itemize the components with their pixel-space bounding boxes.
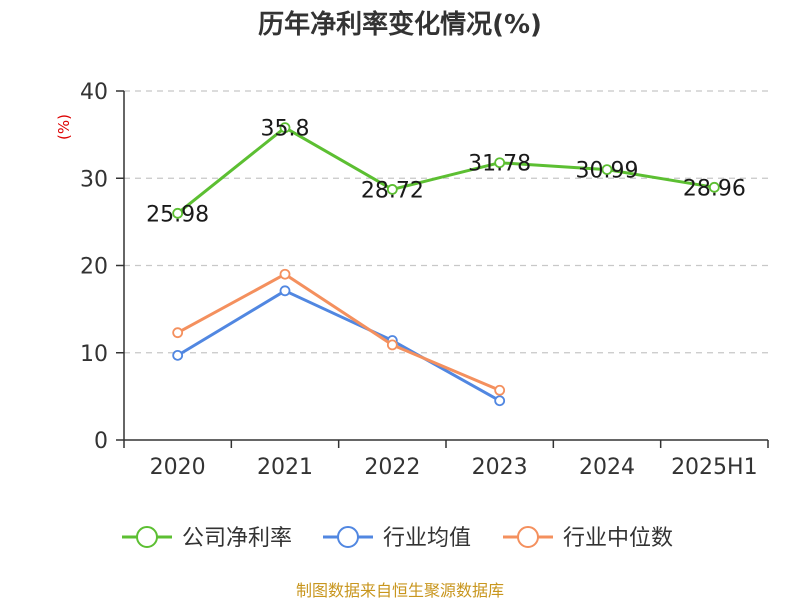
grid-lines bbox=[124, 90, 768, 354]
y-tick-label: 40 bbox=[80, 80, 108, 105]
data-point bbox=[279, 285, 291, 297]
chart-title: 历年净利率变化情况(%) bbox=[258, 9, 542, 40]
x-tick-label: 2023 bbox=[472, 455, 528, 480]
data-label: 25.98 bbox=[146, 202, 209, 227]
y-tick-label: 20 bbox=[80, 255, 108, 280]
legend-swatch-marker bbox=[136, 526, 158, 548]
x-tick-label: 2024 bbox=[579, 455, 635, 480]
legend-label: 行业均值 bbox=[383, 526, 471, 551]
legend-item-0[interactable]: 公司净利率 bbox=[122, 526, 292, 551]
legend-swatch-marker bbox=[337, 526, 359, 548]
y-tick-label: 10 bbox=[80, 342, 108, 367]
source-note: 制图数据来自恒生聚源数据库 bbox=[296, 581, 504, 600]
data-point bbox=[279, 268, 291, 280]
legend-label: 公司净利率 bbox=[182, 526, 292, 551]
data-point bbox=[494, 157, 506, 169]
data-label: 35.8 bbox=[261, 117, 310, 142]
data-point bbox=[172, 207, 184, 219]
y-tick-label: 0 bbox=[94, 429, 108, 454]
data-label: 28.96 bbox=[683, 176, 746, 201]
data-point bbox=[386, 339, 398, 351]
data-labels: 25.98 35.8 28.72 31.78 30.99 28.96 bbox=[146, 117, 746, 228]
legend[interactable]: 公司净利率 行业均值 行业中位数 bbox=[122, 526, 673, 551]
series-line-2 bbox=[176, 272, 501, 392]
y-tick-label: 30 bbox=[80, 167, 108, 192]
y-axis-unit: (%) bbox=[55, 114, 73, 140]
legend-label: 行业中位数 bbox=[563, 526, 673, 551]
data-point bbox=[386, 184, 398, 195]
x-tick-label: 2022 bbox=[364, 455, 420, 480]
data-label: 28.72 bbox=[361, 178, 424, 203]
x-tick-label: 2021 bbox=[257, 455, 313, 480]
data-point bbox=[708, 181, 720, 193]
data-point bbox=[601, 164, 613, 176]
x-tick-label: 2025H1 bbox=[671, 455, 758, 480]
series-line-1 bbox=[176, 289, 501, 403]
data-point bbox=[494, 384, 506, 396]
legend-item-1[interactable]: 行业均值 bbox=[323, 526, 471, 551]
data-point bbox=[279, 122, 291, 134]
legend-item-2[interactable]: 行业中位数 bbox=[503, 526, 673, 551]
data-point bbox=[494, 395, 506, 407]
legend-swatch-marker bbox=[517, 526, 539, 548]
data-point bbox=[172, 327, 184, 339]
data-point bbox=[172, 349, 184, 361]
data-label: 30.99 bbox=[576, 159, 639, 184]
x-tick-label: 2020 bbox=[150, 455, 206, 480]
axes: 0 10 20 30 40 2020 2021 2022 2023 2024 2025H1 bbox=[80, 80, 769, 480]
series-lines bbox=[172, 122, 720, 407]
series-line-0 bbox=[176, 126, 715, 215]
data-label: 31.78 bbox=[468, 152, 531, 177]
